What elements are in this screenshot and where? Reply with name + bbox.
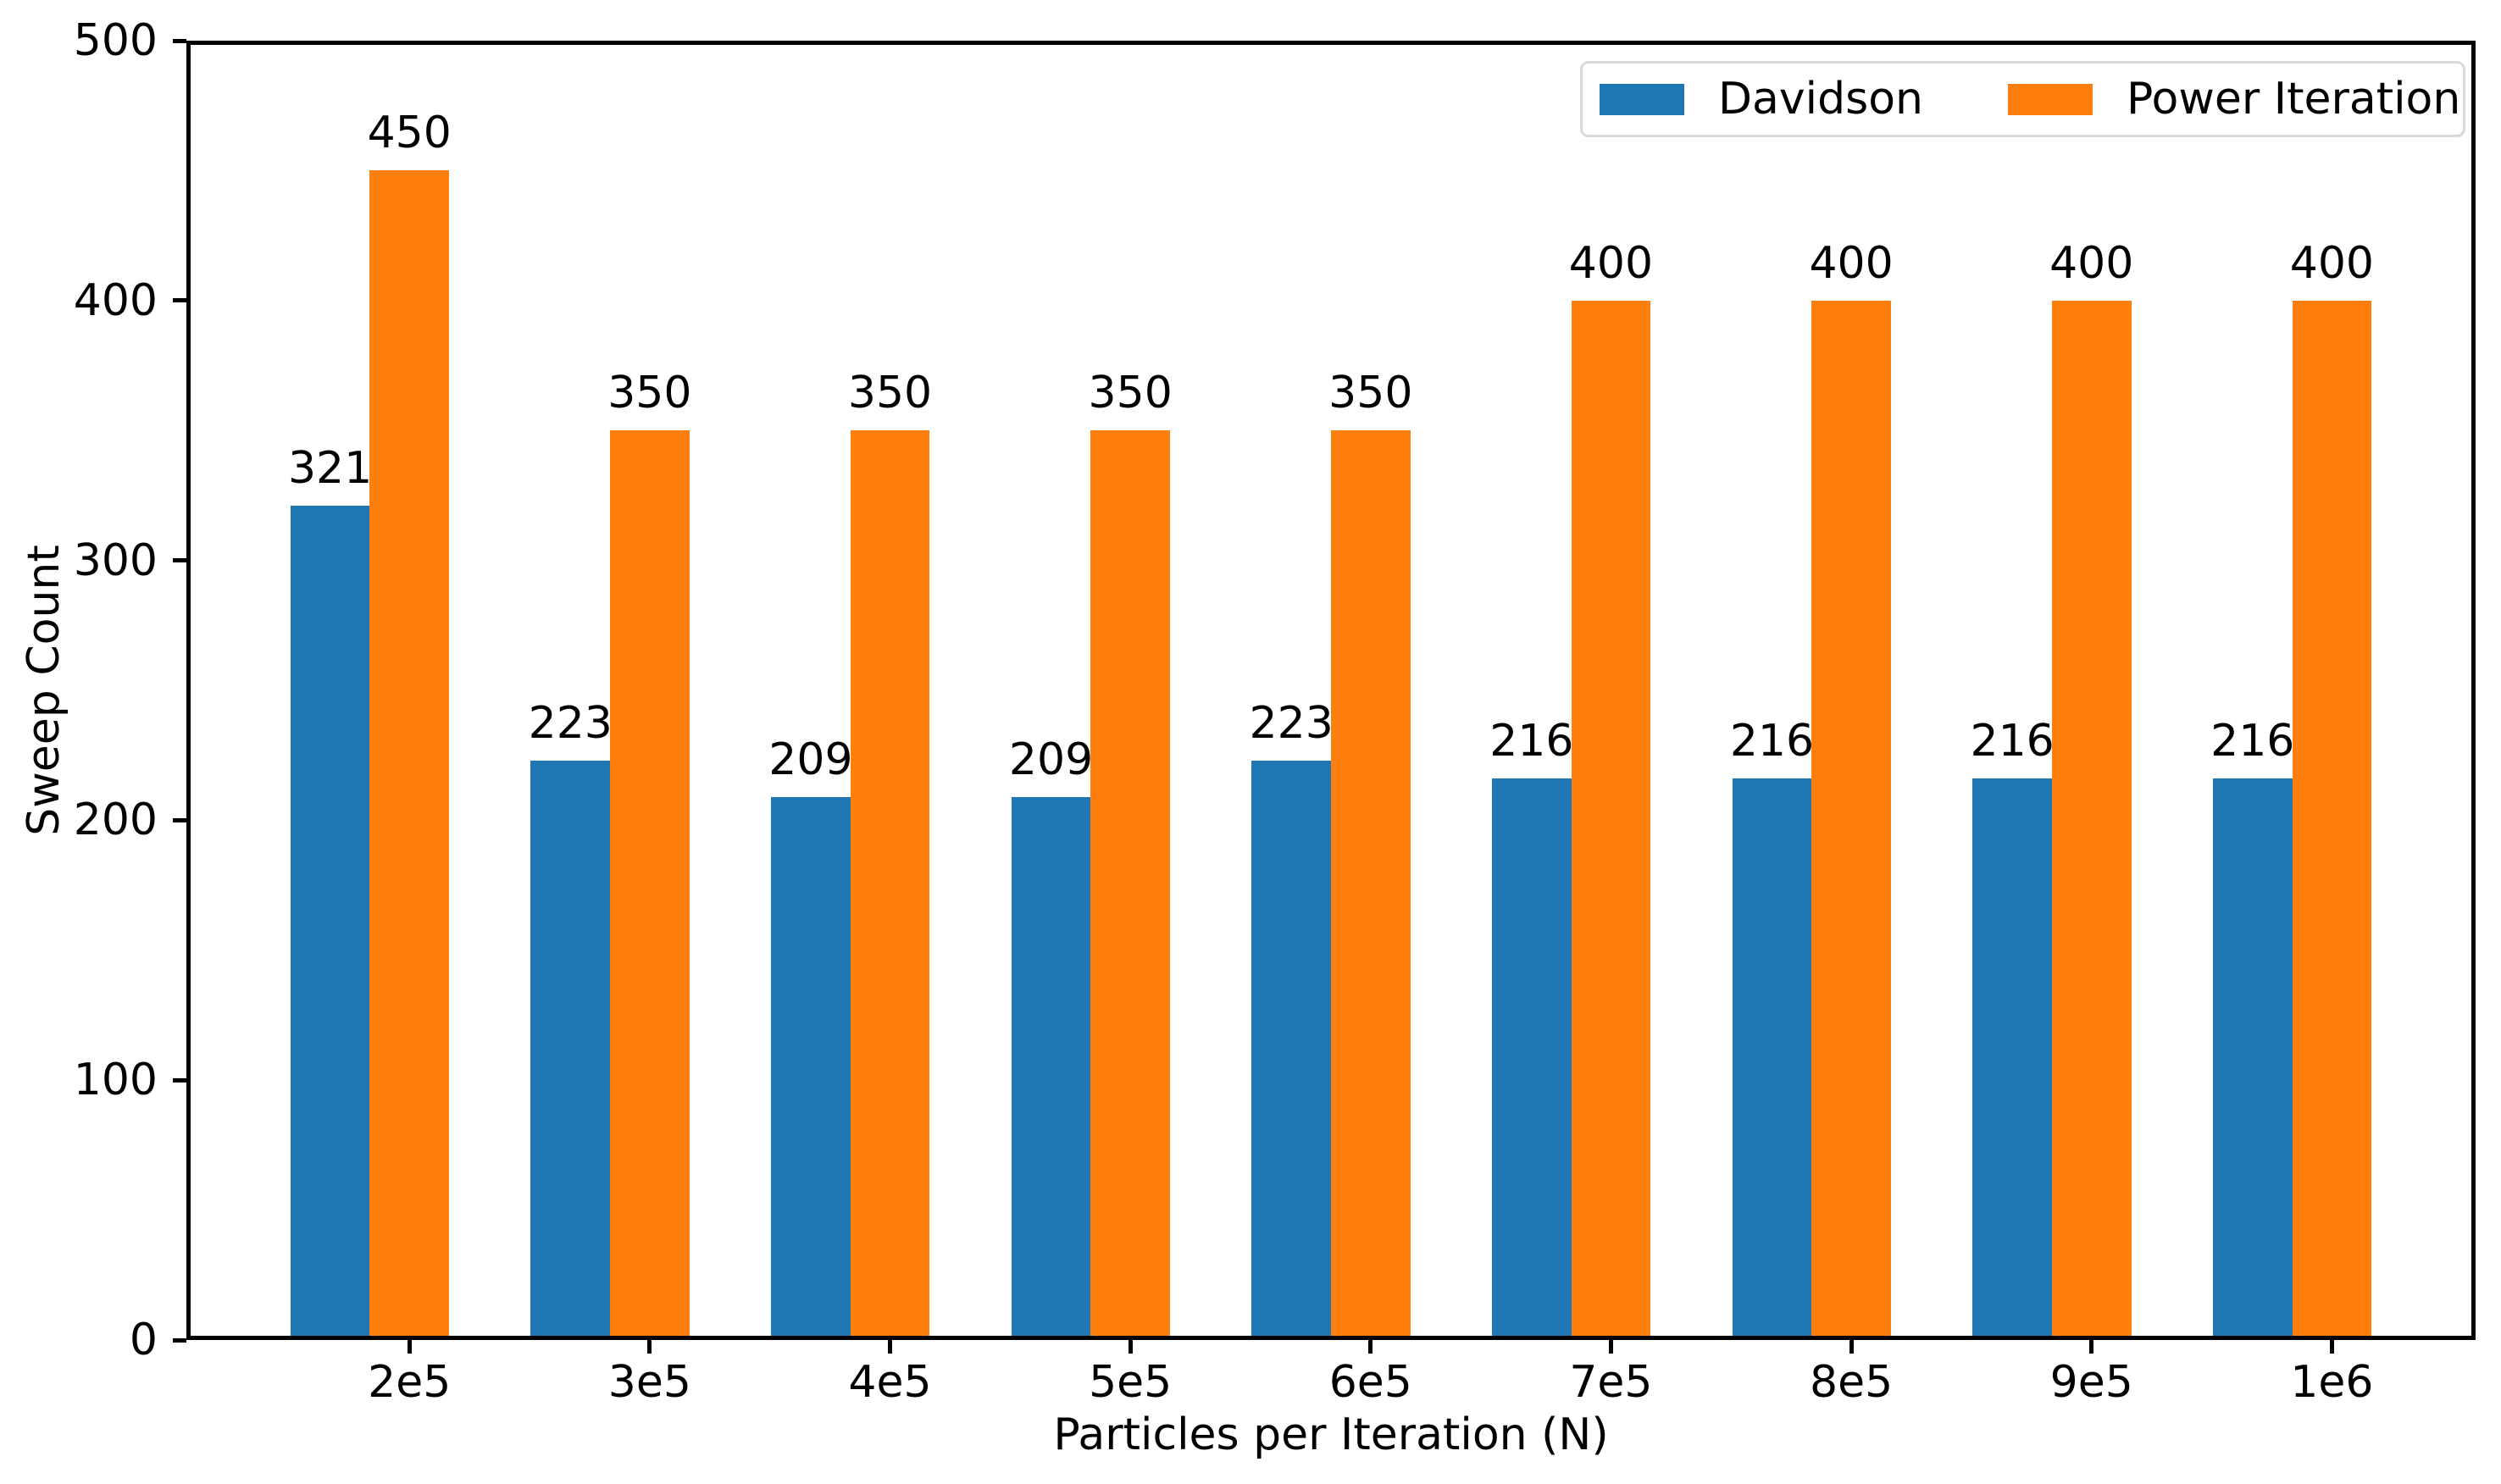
bar-power-iteration <box>1811 300 1891 1340</box>
bar-value-label: 450 <box>367 108 452 159</box>
bar-power-iteration <box>850 430 930 1340</box>
x-tick-mark <box>2089 1340 2094 1354</box>
bar-value-label: 321 <box>287 443 373 495</box>
bar-value-label: 223 <box>1249 697 1334 749</box>
x-tick-label: 3e5 <box>607 1357 691 1408</box>
bar-value-label: 400 <box>1568 237 1654 289</box>
x-tick-mark <box>2329 1340 2334 1354</box>
bar-value-label: 400 <box>2049 237 2134 289</box>
bar-power-iteration <box>2051 300 2132 1340</box>
y-tick-mark <box>173 558 186 563</box>
bar-davidson <box>1251 760 1331 1340</box>
bar-value-label: 223 <box>528 697 613 749</box>
y-tick-mark <box>173 38 186 43</box>
y-tick-label: 300 <box>73 534 158 586</box>
x-tick-mark <box>407 1340 412 1354</box>
y-tick-mark <box>173 1077 186 1083</box>
bar-power-iteration <box>1571 300 1651 1340</box>
y-tick-mark <box>173 817 186 822</box>
x-tick-label: 9e5 <box>2049 1357 2133 1408</box>
y-tick-label: 100 <box>73 1055 158 1106</box>
bar-power-iteration <box>369 170 449 1340</box>
x-tick-mark <box>647 1340 652 1354</box>
bar-davidson <box>290 506 370 1340</box>
bar-value-label: 350 <box>1088 368 1173 419</box>
y-tick-mark <box>173 1337 186 1343</box>
y-tick-mark <box>173 298 186 303</box>
y-axis-label: Sweep Count <box>19 545 69 836</box>
bar-value-label: 216 <box>1970 716 2055 767</box>
legend-swatch-davidson <box>1600 83 1684 115</box>
x-tick-mark <box>1368 1340 1373 1354</box>
x-axis-label: Particles per Iteration (N) <box>1053 1409 1609 1460</box>
x-tick-label: 8e5 <box>1809 1357 1894 1408</box>
legend: Davidson Power Iteration <box>1580 61 2465 137</box>
legend-item: Davidson <box>1600 77 1923 121</box>
bar-value-label: 350 <box>607 368 692 419</box>
bar-davidson <box>1972 778 2052 1340</box>
bar-value-label: 216 <box>1729 716 1815 767</box>
bar-davidson <box>1011 796 1091 1340</box>
y-tick-label: 400 <box>73 274 158 326</box>
bar-davidson <box>1732 778 1812 1340</box>
bar-value-label: 400 <box>2289 237 2375 289</box>
x-tick-label: 4e5 <box>848 1357 932 1408</box>
bar-power-iteration <box>2292 300 2372 1340</box>
bar-power-iteration <box>610 430 690 1340</box>
x-tick-mark <box>1128 1340 1133 1354</box>
x-tick-label: 7e5 <box>1569 1357 1653 1408</box>
y-tick-label: 0 <box>129 1315 158 1365</box>
bar-davidson <box>771 796 851 1340</box>
y-tick-label: 200 <box>73 795 158 846</box>
legend-swatch-power-iteration <box>2008 83 2093 115</box>
bar-power-iteration <box>1331 430 1411 1340</box>
bar-value-label: 209 <box>1008 734 1094 785</box>
x-tick-mark <box>1849 1340 1854 1354</box>
legend-label: Davidson <box>1718 74 1923 125</box>
bar-power-iteration <box>1090 430 1170 1340</box>
legend-item: Power Iteration <box>2008 77 2460 121</box>
x-tick-label: 5e5 <box>1089 1357 1173 1408</box>
bar-value-label: 400 <box>1809 237 1894 289</box>
bar-value-label: 216 <box>2210 716 2295 767</box>
x-tick-label: 2e5 <box>368 1357 452 1408</box>
bar-davidson <box>2212 778 2293 1340</box>
x-tick-mark <box>1608 1340 1613 1354</box>
x-tick-label: 1e6 <box>2290 1357 2374 1408</box>
bar-value-label: 209 <box>768 734 853 785</box>
bar-value-label: 216 <box>1489 716 1574 767</box>
x-tick-label: 6e5 <box>1328 1357 1412 1408</box>
x-tick-mark <box>888 1340 892 1354</box>
bar-davidson <box>1492 778 1572 1340</box>
y-tick-label: 500 <box>73 15 158 66</box>
bar-value-label: 350 <box>1328 368 1413 419</box>
bar-davidson <box>530 760 611 1340</box>
bar-value-label: 350 <box>847 368 933 419</box>
legend-label: Power Iteration <box>2127 74 2461 125</box>
